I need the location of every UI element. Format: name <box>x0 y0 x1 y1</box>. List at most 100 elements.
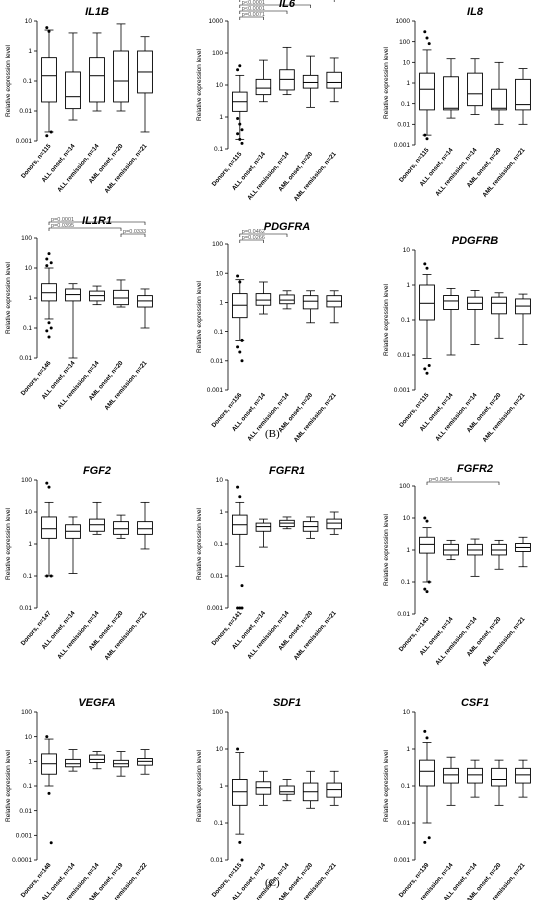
outlier-point <box>425 590 429 594</box>
y-axis-label: Relative expression level <box>383 47 390 119</box>
p-value-label: p=0.0266 <box>242 235 265 241</box>
chart-panel-pdgfrb: PDGFRB 0.001 0.01 0.1 1 10 Relative expression… <box>383 235 531 444</box>
p-value-label: p=0.0071 <box>242 12 265 18</box>
outlier-point <box>47 791 51 795</box>
chart-title: VEGFA <box>78 697 115 709</box>
iqr-box <box>113 289 129 306</box>
box-3 <box>491 61 507 125</box>
outlier-point <box>45 574 49 578</box>
y-tick-label: 0.1 <box>401 579 410 586</box>
y-tick-label: 0.01 <box>19 808 32 815</box>
y-tick-label: 10 <box>25 265 33 272</box>
y-tick-label: 0.1 <box>23 325 32 332</box>
box-3 <box>491 759 507 806</box>
outlier-point <box>423 133 427 137</box>
outlier-point <box>240 584 244 588</box>
y-axis-label: Relative expression level <box>196 281 203 353</box>
outlier-point <box>427 836 431 840</box>
p-value-label: p<0.0001 <box>242 0 265 6</box>
iqr-box <box>255 78 272 96</box>
chart-title: PDGFRB <box>452 235 499 247</box>
y-tick-label: 0.1 <box>214 820 223 827</box>
box-4 <box>326 770 342 806</box>
p-value-label: p=0.0454 <box>429 477 452 483</box>
outlier-point <box>45 264 49 268</box>
y-tick-label: 10 <box>216 270 224 277</box>
y-tick-label: 0.0001 <box>12 857 32 864</box>
y-tick-label: 0.01 <box>19 605 32 612</box>
iqr-box <box>41 57 57 103</box>
box-2 <box>467 58 483 115</box>
box-2 <box>467 759 483 798</box>
outlier-point <box>236 345 240 349</box>
y-tick-label: 1 <box>406 547 410 554</box>
y-tick-label: 0.001 <box>16 138 33 145</box>
outlier-point <box>238 64 242 68</box>
outlier-point <box>238 840 242 844</box>
y-tick-label: 1 <box>219 783 223 790</box>
y-axis-label: Relative expression level <box>5 45 12 117</box>
x-category-label: ALL remission, n=14 <box>434 391 479 442</box>
x-category-label: ALL remission, n=14 <box>246 609 291 660</box>
box-3 <box>113 23 129 112</box>
box-3 <box>113 751 129 777</box>
iqr-box <box>137 758 153 766</box>
outlier-point <box>423 587 427 591</box>
outlier-point <box>45 481 49 485</box>
chart-panel-il8: IL8 0.001 0.01 0.1 1 10 100 1000 Relative expres… <box>383 6 531 199</box>
y-tick-label: 1 <box>406 282 410 289</box>
box-1 <box>443 756 459 806</box>
p-value-label: p<0.0001 <box>242 6 265 12</box>
x-category-label: AML remission, n=21 <box>103 142 149 194</box>
outlier-point <box>238 606 242 610</box>
outlier-point <box>240 128 244 132</box>
outlier-point <box>49 130 53 134</box>
x-category-label: AML remission, n=21 <box>481 146 527 198</box>
box-2 <box>279 46 295 96</box>
iqr-box <box>491 296 507 315</box>
y-tick-label: 0.1 <box>23 573 32 580</box>
chart-panel-fgfr2: FGFR2 0.01 0.1 1 10 100 Relative expression le… <box>383 463 531 668</box>
y-tick-label: 0.1 <box>401 783 410 790</box>
x-category-label: AML remission, n=21 <box>481 391 527 443</box>
y-tick-label: 0.1 <box>214 146 223 153</box>
iqr-box <box>443 76 459 111</box>
box-1 <box>443 539 459 561</box>
box-0 <box>419 729 435 844</box>
box-2 <box>279 779 295 802</box>
y-axis-label: Relative expression level <box>5 262 12 334</box>
x-category-label: AML remission, n=21 <box>293 609 339 661</box>
x-category-label: AML remission, n=21 <box>103 359 149 411</box>
y-tick-label: 0.1 <box>401 317 410 324</box>
y-tick-label: 0.001 <box>394 857 411 864</box>
y-axis-label: Relative expression level <box>383 750 390 822</box>
iqr-box <box>515 78 531 111</box>
y-axis-label: Relative expression level <box>383 514 390 586</box>
y-tick-label: 10 <box>25 18 33 25</box>
y-tick-label: 0.01 <box>397 122 410 129</box>
box-2 <box>467 290 483 345</box>
outlier-point <box>240 359 244 363</box>
significance-bracket: p=0.0071 <box>239 12 265 20</box>
outlier-point <box>236 606 240 610</box>
outlier-point <box>423 262 427 266</box>
outlier-point <box>238 122 242 126</box>
box-4 <box>326 511 342 535</box>
y-tick-label: 1000 <box>396 18 411 25</box>
outlier-point <box>49 261 53 265</box>
iqr-box <box>255 293 272 306</box>
y-tick-label: 0.01 <box>397 611 410 618</box>
y-tick-label: 10 <box>216 746 224 753</box>
outlier-point <box>47 29 51 33</box>
iqr-box <box>326 782 342 798</box>
bracket-line <box>239 0 335 2</box>
iqr-box <box>137 521 153 535</box>
box-4 <box>515 68 531 125</box>
outlier-point <box>240 141 244 145</box>
box-3 <box>302 770 319 809</box>
bracket-line <box>239 10 288 14</box>
box-1 <box>443 287 459 356</box>
iqr-box <box>326 71 342 89</box>
chart-panel-fgfr1: FGFR1 0.001 0.01 0.1 1 10 Relative expression … <box>196 465 342 662</box>
y-tick-label: 10 <box>403 60 411 67</box>
